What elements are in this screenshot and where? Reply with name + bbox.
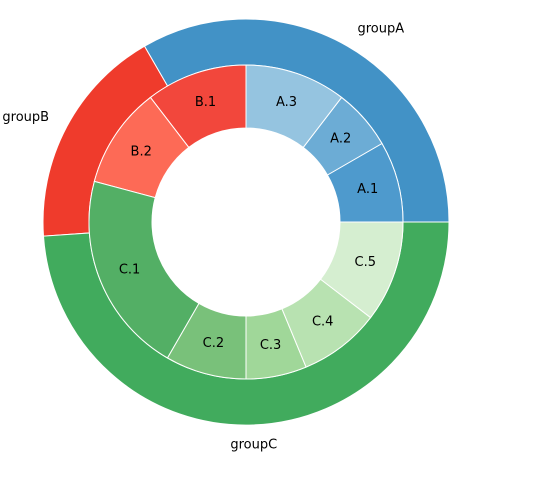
- inner-label-c-3: C.3: [260, 338, 281, 353]
- inner-label-c-1: C.1: [119, 263, 140, 278]
- inner-label-c-5: C.5: [355, 255, 376, 270]
- inner-label-a-3: A.3: [276, 95, 297, 110]
- inner-ring: [88, 64, 404, 380]
- inner-label-b-2: B.2: [131, 145, 152, 160]
- inner-slice-c-5: [319, 221, 404, 319]
- inner-label-c-4: C.4: [312, 315, 333, 330]
- inner-label-b-1: B.1: [195, 95, 216, 110]
- outer-label-groupb: groupB: [2, 110, 49, 125]
- outer-label-groupa: groupA: [358, 21, 405, 36]
- labels: groupA groupB groupC A.1 A.2 A.3 B.1 B.2 C.1 C.2 C…: [2, 21, 404, 452]
- inner-label-c-2: C.2: [203, 336, 224, 351]
- inner-label-a-2: A.2: [330, 131, 351, 146]
- outer-label-groupc: groupC: [230, 437, 277, 452]
- inner-label-a-1: A.1: [357, 182, 378, 197]
